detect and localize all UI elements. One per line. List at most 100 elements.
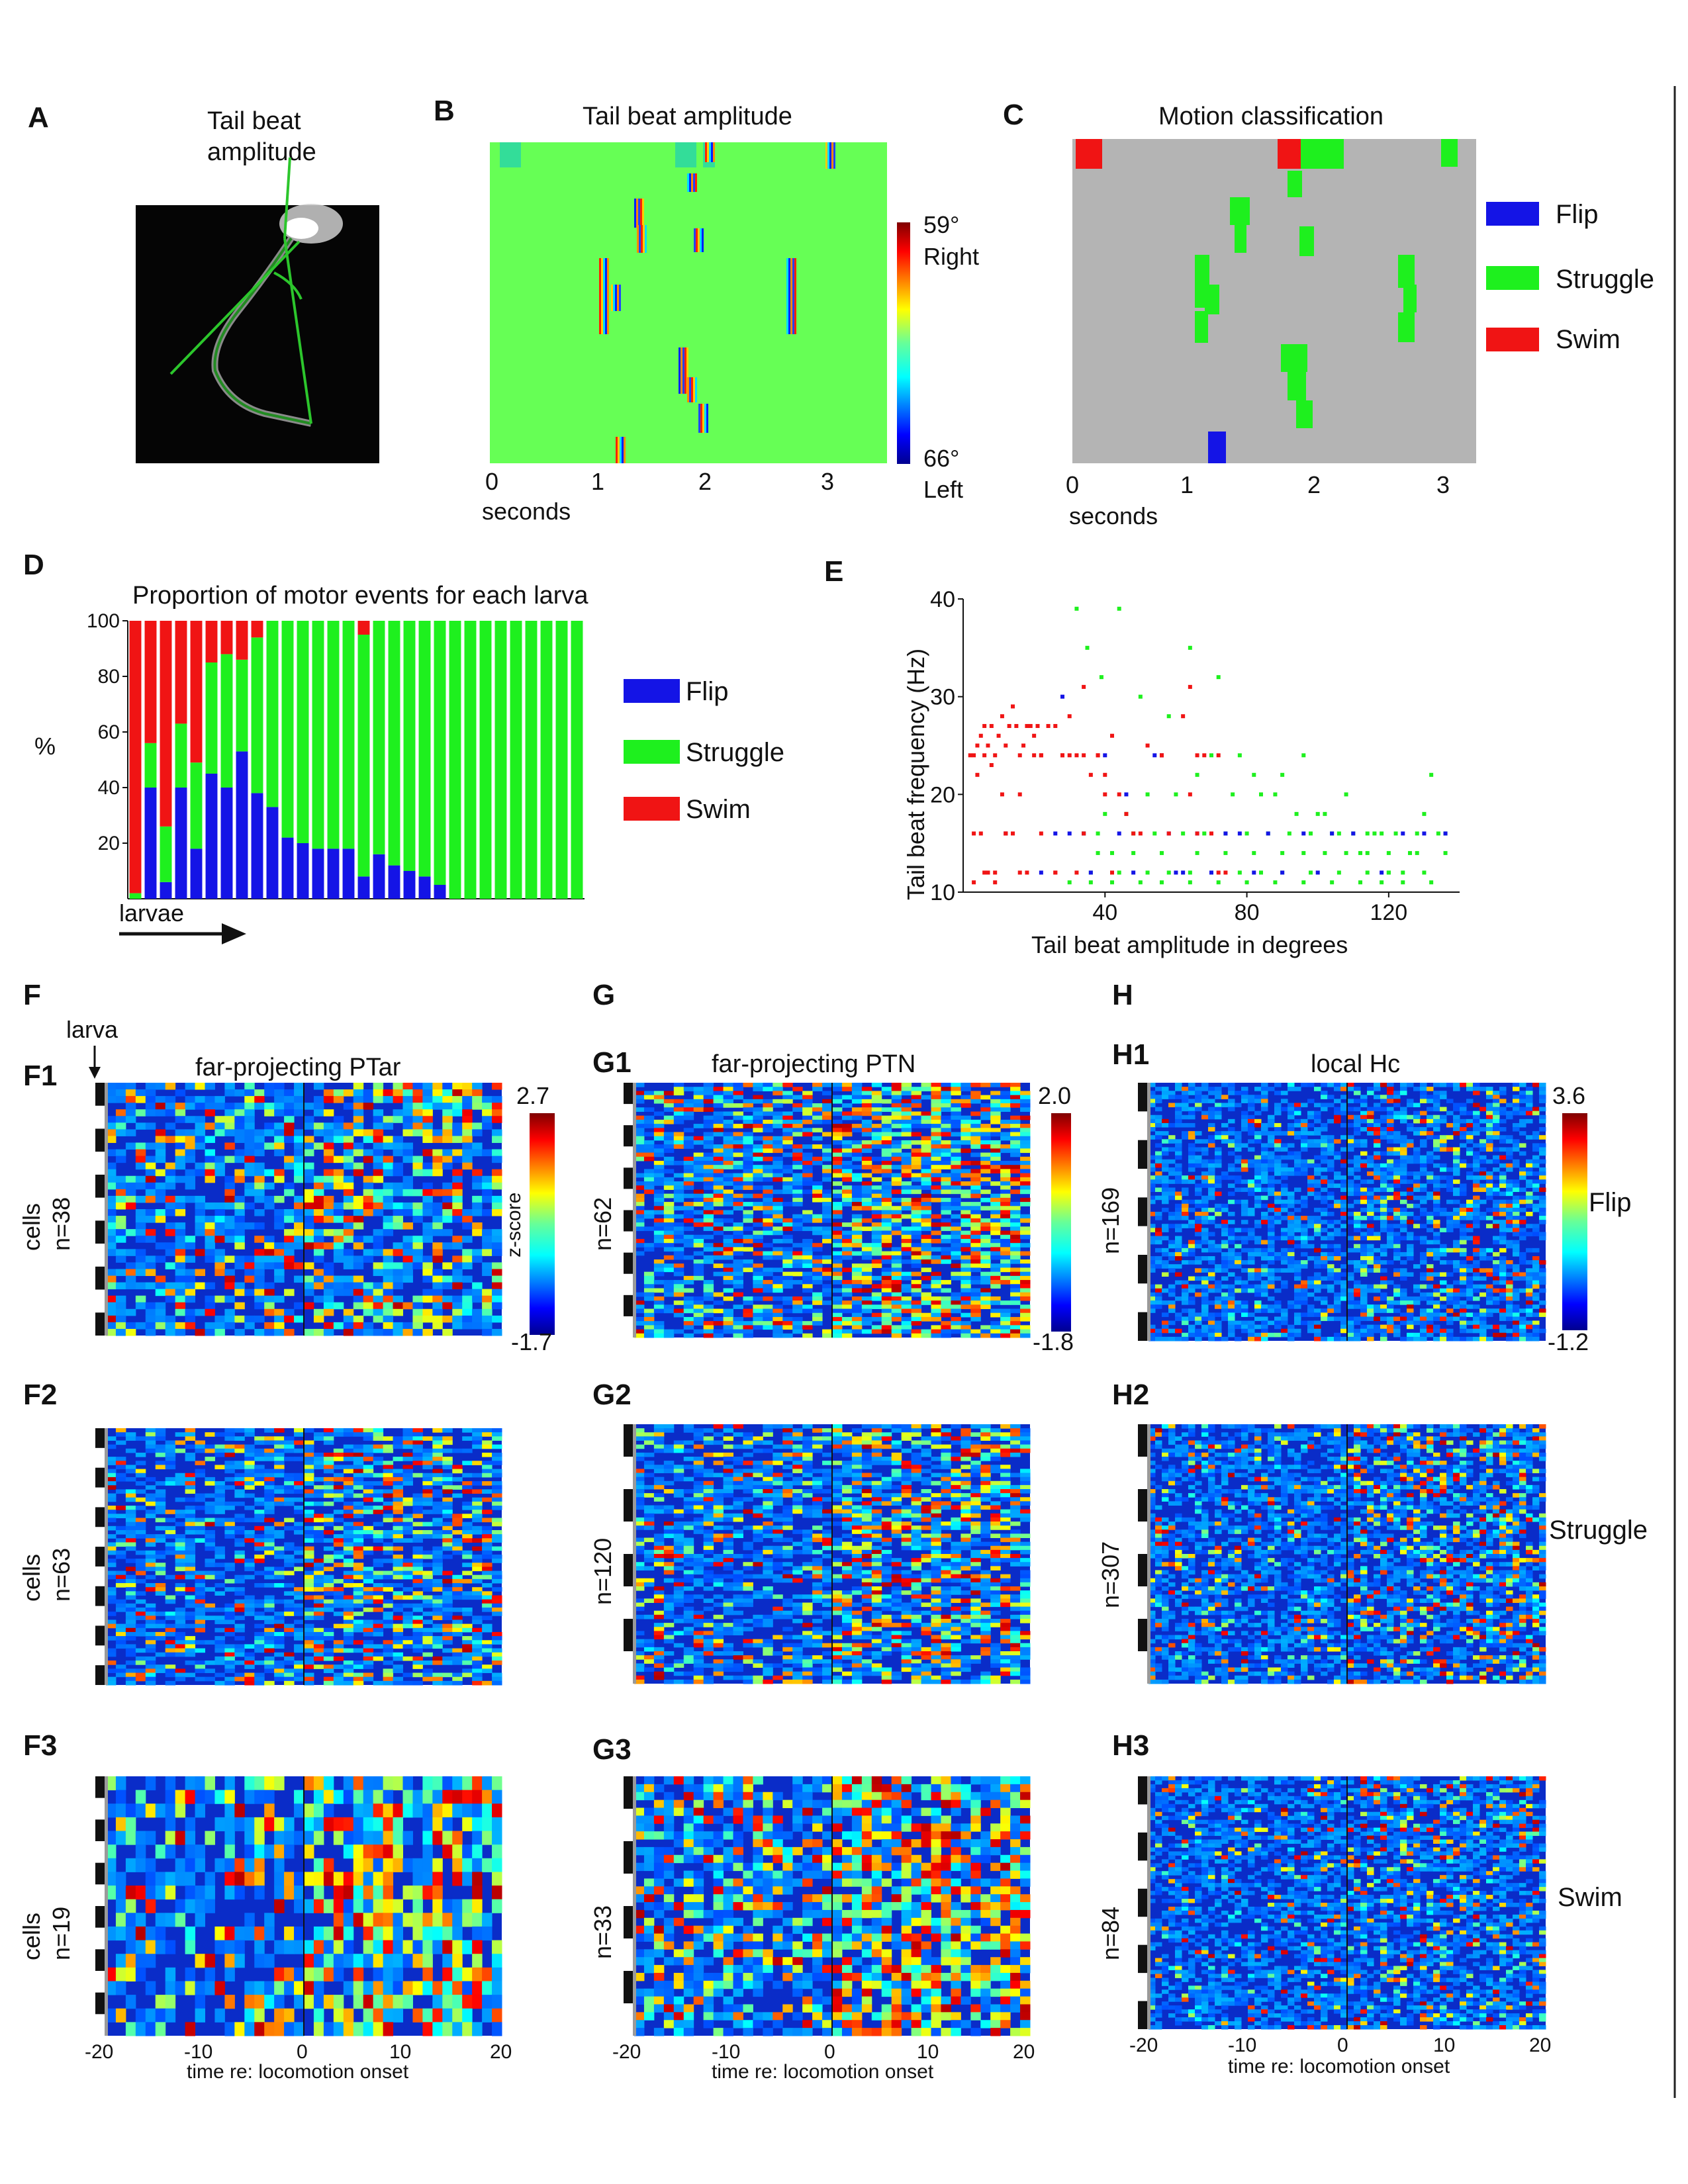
heatmap-cell xyxy=(412,1554,423,1559)
scatter-point-swim xyxy=(1188,792,1192,797)
heatmap-cell xyxy=(773,1206,783,1210)
scatter-point-swim xyxy=(982,870,987,875)
heatmap-cell xyxy=(244,1428,255,1433)
heatmap-cell xyxy=(383,1926,394,1941)
heatmap-cell xyxy=(432,1506,443,1510)
heatmap-cell xyxy=(145,1661,156,1665)
heatmap-cell xyxy=(333,1603,344,1608)
heatmap-cell xyxy=(980,1111,991,1116)
heatmap-cell xyxy=(175,1636,186,1641)
heatmap-cell xyxy=(851,1095,863,1100)
heatmap-cell xyxy=(693,1193,704,1199)
heatmap-cell xyxy=(881,1202,892,1206)
bar-flip xyxy=(220,788,233,899)
heatmap-cell xyxy=(792,1259,803,1264)
heatmap-cell xyxy=(135,1623,146,1629)
heatmap-cell xyxy=(452,1182,463,1190)
heatmap-cell xyxy=(442,1457,453,1461)
heatmap-cell xyxy=(214,1129,225,1136)
heatmap-cell xyxy=(961,1181,971,1186)
heatmap-cell xyxy=(234,1587,245,1592)
heatmap-cell xyxy=(145,1428,156,1433)
heatmap-cell xyxy=(713,1144,724,1149)
heatmap-cell xyxy=(106,1242,117,1250)
scatter-point-struggle xyxy=(1443,850,1448,855)
heatmap-cell xyxy=(462,1236,473,1243)
heatmap-cell xyxy=(185,1546,196,1551)
heatmap-cell xyxy=(205,1103,215,1110)
heatmap-cell xyxy=(442,1578,453,1584)
heatmap-cell xyxy=(264,1648,275,1653)
heatmap-cell xyxy=(763,1177,773,1182)
heatmap-cell xyxy=(234,1554,245,1559)
heatmap-cell xyxy=(363,1249,374,1256)
heatmap-cell xyxy=(323,1295,334,1303)
heatmap-cell xyxy=(195,1615,205,1620)
heatmap-cell xyxy=(492,1656,502,1661)
heatmap-cell xyxy=(214,1497,225,1502)
heatmap-cell xyxy=(106,1776,117,1791)
heatmap-cell xyxy=(185,1444,196,1449)
heatmap-cell xyxy=(234,1615,245,1620)
heatmap-cell xyxy=(412,1636,423,1641)
heatmap-cell xyxy=(264,1550,275,1555)
heatmap-cell xyxy=(343,1249,354,1256)
heatmap-cell xyxy=(643,1095,655,1100)
heatmap-cell xyxy=(106,1436,117,1441)
heatmap-cell xyxy=(294,1302,305,1310)
heatmap-cell xyxy=(145,1574,156,1580)
heatmap-cell xyxy=(422,1587,433,1592)
heatmap-cell xyxy=(353,1522,364,1527)
heatmap-cell xyxy=(234,1501,245,1506)
heatmap-cell xyxy=(703,1210,714,1215)
heatmap-cell xyxy=(452,1308,463,1316)
heatmap-cell xyxy=(244,1189,255,1197)
heatmap-cell xyxy=(224,1995,235,2009)
heatmap-cell xyxy=(822,1111,833,1116)
scatter-point-struggle xyxy=(1096,850,1100,855)
heatmap-cell xyxy=(244,1315,255,1323)
heatmap-cell xyxy=(333,2008,344,2023)
heatmap-cell xyxy=(723,1152,733,1158)
heatmap-cell xyxy=(402,1574,413,1580)
heatmap-cell xyxy=(980,1165,991,1169)
heatmap-cell xyxy=(970,1128,981,1133)
heatmap-cell xyxy=(812,1189,823,1195)
heatmap-cell xyxy=(343,1599,354,1604)
heatmap-cell xyxy=(412,1328,423,1336)
heatmap-cell xyxy=(353,1444,364,1449)
heatmap-cell xyxy=(871,1230,882,1236)
heatmap-cell xyxy=(970,1214,981,1219)
heatmap-cell xyxy=(452,1529,463,1535)
heatmap-cell xyxy=(723,1202,733,1206)
heatmap-cell xyxy=(343,1255,354,1263)
heatmap-cell xyxy=(422,1169,433,1177)
tail-beat-strip xyxy=(679,347,680,394)
heatmap-cell xyxy=(881,1214,892,1219)
heatmap-cell xyxy=(763,1136,773,1141)
heatmap-cell xyxy=(432,1428,443,1433)
heatmap-cell xyxy=(941,1119,951,1124)
heatmap-cell xyxy=(911,1111,922,1116)
heatmap-cell xyxy=(175,1322,186,1330)
panel-b-xtick-2: 2 xyxy=(698,468,712,495)
heatmap-cell xyxy=(683,1136,694,1141)
scatter-point-struggle xyxy=(1301,850,1306,855)
heatmap-cell xyxy=(224,1216,235,1223)
heatmap-cell xyxy=(234,1858,245,1872)
heatmap-cell xyxy=(482,1189,492,1197)
heatmap-cell xyxy=(980,1160,991,1165)
heatmap-cell xyxy=(452,1623,463,1629)
heatmap-cell xyxy=(274,1529,285,1535)
heatmap-cell xyxy=(1010,1091,1021,1096)
heatmap-cell xyxy=(393,1631,403,1637)
heatmap-cell xyxy=(452,1083,463,1090)
heatmap-cell xyxy=(683,1181,694,1186)
heatmap-cell xyxy=(294,1546,305,1551)
heatmap-cell xyxy=(402,1457,413,1461)
heatmap-cell xyxy=(333,1550,344,1555)
heatmap-cell xyxy=(125,1189,136,1197)
heatmap-cell xyxy=(115,1550,126,1555)
panel-letter-f3: F3 xyxy=(23,1729,57,1762)
heatmap-cell xyxy=(234,1136,245,1143)
